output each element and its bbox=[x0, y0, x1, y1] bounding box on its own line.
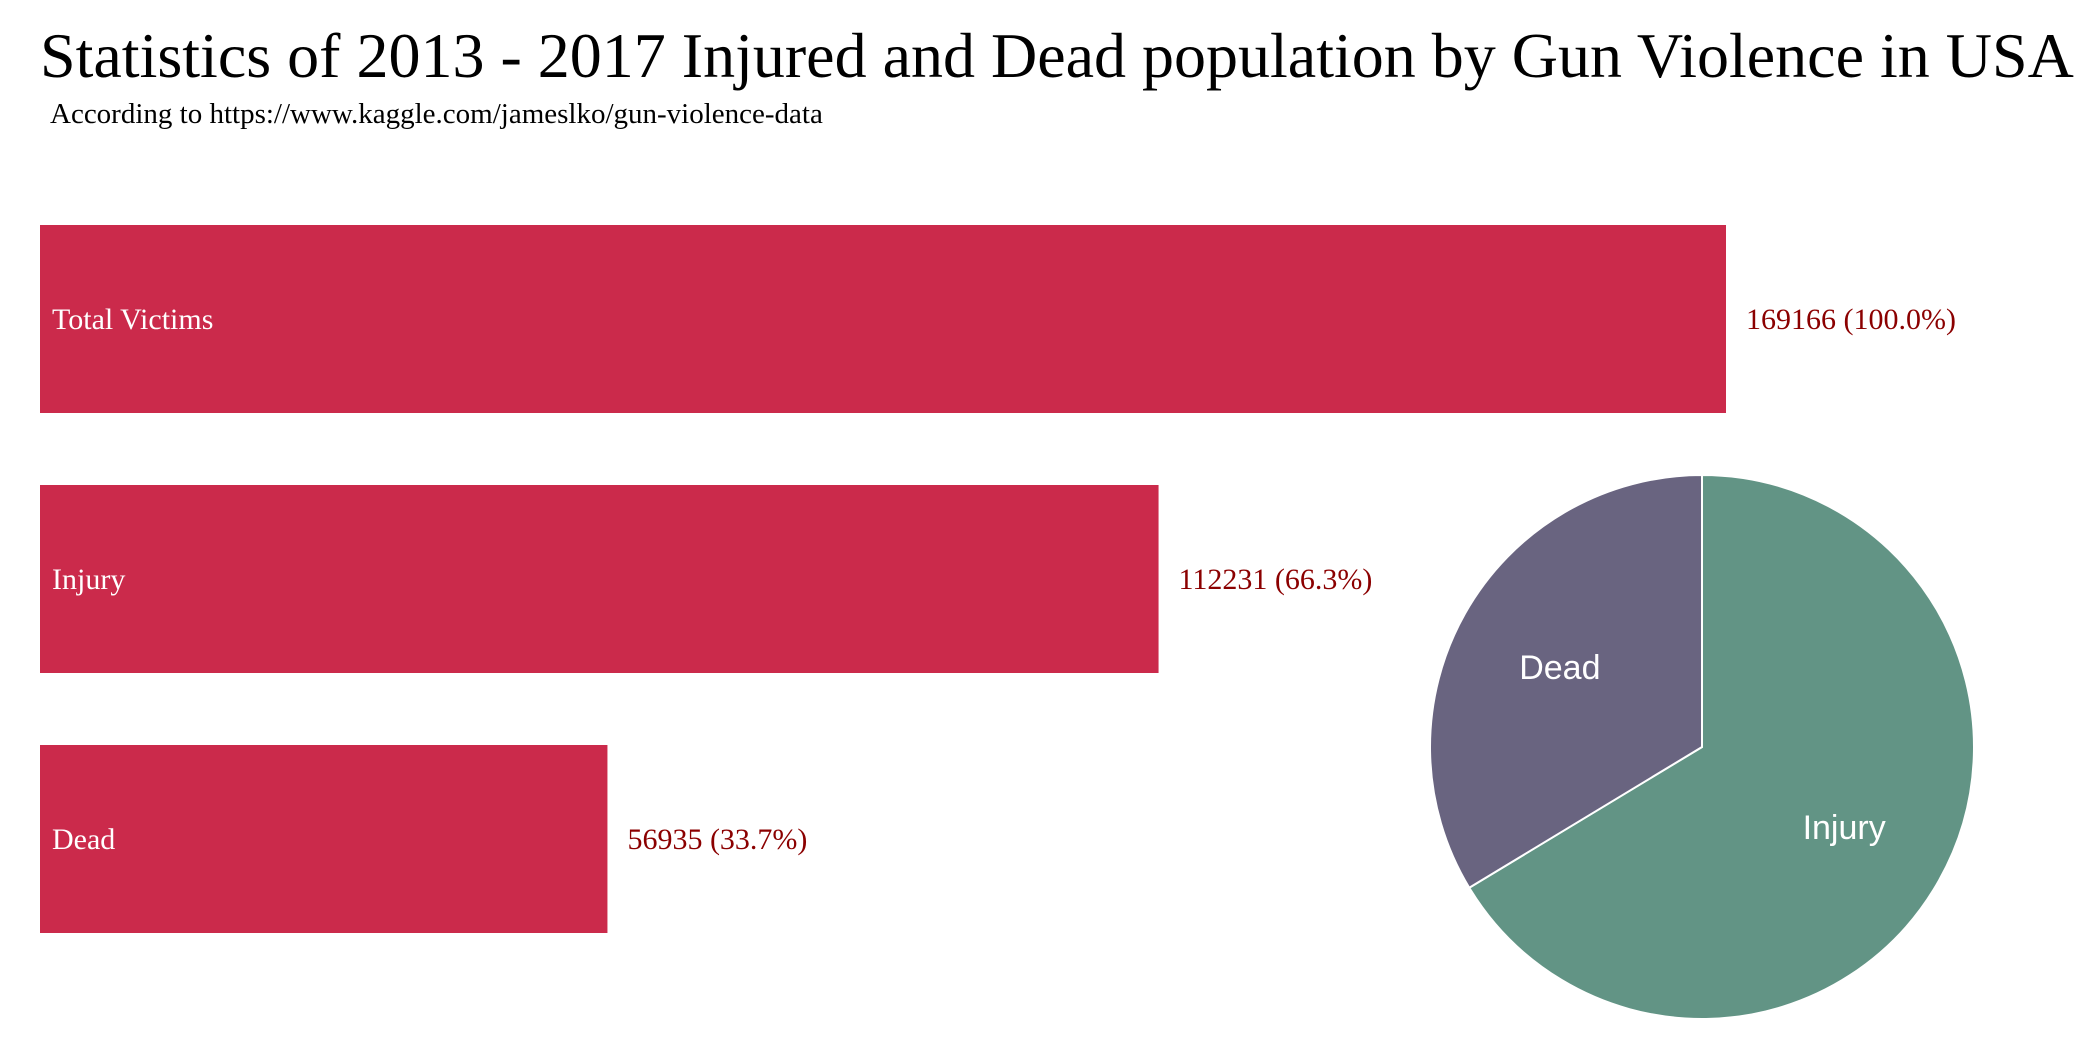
chart-title: Statistics of 2013 - 2017 Injured and De… bbox=[40, 20, 2074, 91]
pie-slice-label: Dead bbox=[1519, 649, 1600, 687]
bar-category-label: Dead bbox=[52, 823, 115, 856]
bar-category-label: Injury bbox=[52, 563, 125, 596]
bar-dead bbox=[40, 745, 608, 933]
bar-value-label: 169166 (100.0%) bbox=[1746, 303, 1956, 336]
bar-chart: Total Victims 169166 (100.0%) Injury 112231… bbox=[40, 225, 1956, 933]
pie-slice-injury bbox=[1467, 473, 1975, 1020]
bar-category-label: Total Victims bbox=[52, 303, 213, 336]
pie-slice-dead bbox=[1429, 473, 1703, 890]
pie-chart: Injury Dead bbox=[1429, 473, 1975, 1020]
bar-value-label: 56935 (33.7%) bbox=[627, 823, 807, 856]
bar-injury bbox=[40, 485, 1159, 673]
chart-subtitle: According to https://www.kaggle.com/jame… bbox=[50, 98, 823, 130]
bar-value-label: 112231 (66.3%) bbox=[1179, 563, 1373, 596]
bar-total-victims bbox=[40, 225, 1726, 413]
pie-slice-label: Injury bbox=[1803, 809, 1886, 847]
